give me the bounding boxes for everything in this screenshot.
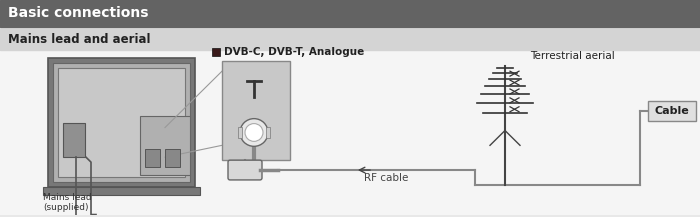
Bar [43, 187, 200, 195]
Text: RF cable: RF cable [364, 173, 409, 183]
Text: Cable: Cable [654, 106, 690, 116]
Bar [165, 149, 180, 167]
Bar [63, 123, 85, 157]
Text: DVB-C, DVB-T, Analogue: DVB-C, DVB-T, Analogue [224, 47, 364, 58]
Bar [266, 127, 270, 138]
Bar [48, 58, 195, 187]
Bar [53, 63, 190, 182]
Text: Basic connections: Basic connections [8, 6, 148, 20]
Text: Mains lead
(supplied): Mains lead (supplied) [43, 193, 92, 212]
FancyBboxPatch shape [228, 160, 262, 180]
Bar [0, 0, 700, 27]
Bar [238, 127, 242, 138]
Bar [140, 116, 190, 175]
Bar [0, 29, 700, 50]
Text: Mains lead and aerial: Mains lead and aerial [8, 33, 150, 46]
Bar [58, 68, 185, 177]
Bar [145, 149, 160, 167]
Bar [0, 50, 700, 215]
Bar [648, 101, 696, 121]
Bar [212, 48, 220, 56]
Bar [222, 61, 290, 160]
Circle shape [245, 124, 263, 141]
Circle shape [240, 119, 268, 146]
Text: Terrestrial aerial: Terrestrial aerial [530, 51, 615, 61]
